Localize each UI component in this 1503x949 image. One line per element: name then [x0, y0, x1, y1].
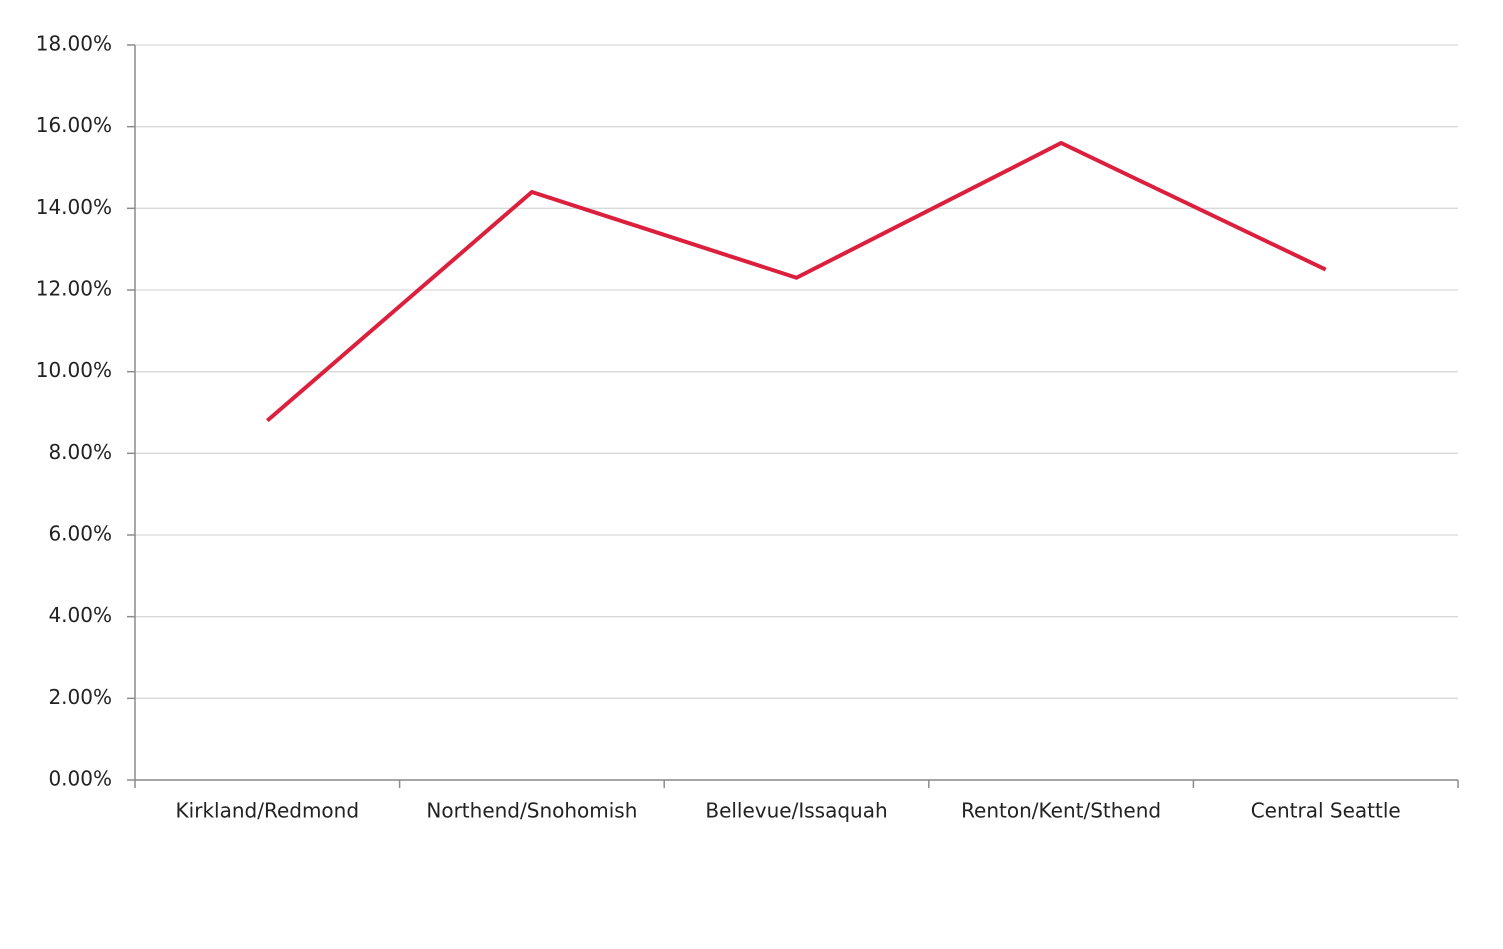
y-tick-label: 0.00%: [48, 767, 112, 791]
data-line: [265, 140, 1327, 423]
x-tick-label: Renton/Kent/Sthend: [961, 799, 1161, 823]
y-tick-label: 6.00%: [48, 522, 112, 546]
y-tick-label: 4.00%: [48, 603, 112, 627]
y-tick-label: 18.00%: [36, 32, 112, 56]
y-tick-label: 8.00%: [48, 440, 112, 464]
x-tick-label: Northend/Snohomish: [426, 799, 637, 823]
x-tick-label: Kirkland/Redmond: [176, 799, 360, 823]
x-tick-label: Central Seattle: [1251, 799, 1401, 823]
y-tick-label: 14.00%: [36, 195, 112, 219]
x-tick-label: Bellevue/Issaquah: [705, 799, 887, 823]
y-tick-label: 12.00%: [36, 277, 112, 301]
y-tick-label: 10.00%: [36, 358, 112, 382]
y-tick-label: 2.00%: [48, 685, 112, 709]
y-tick-label: 16.00%: [36, 113, 112, 137]
